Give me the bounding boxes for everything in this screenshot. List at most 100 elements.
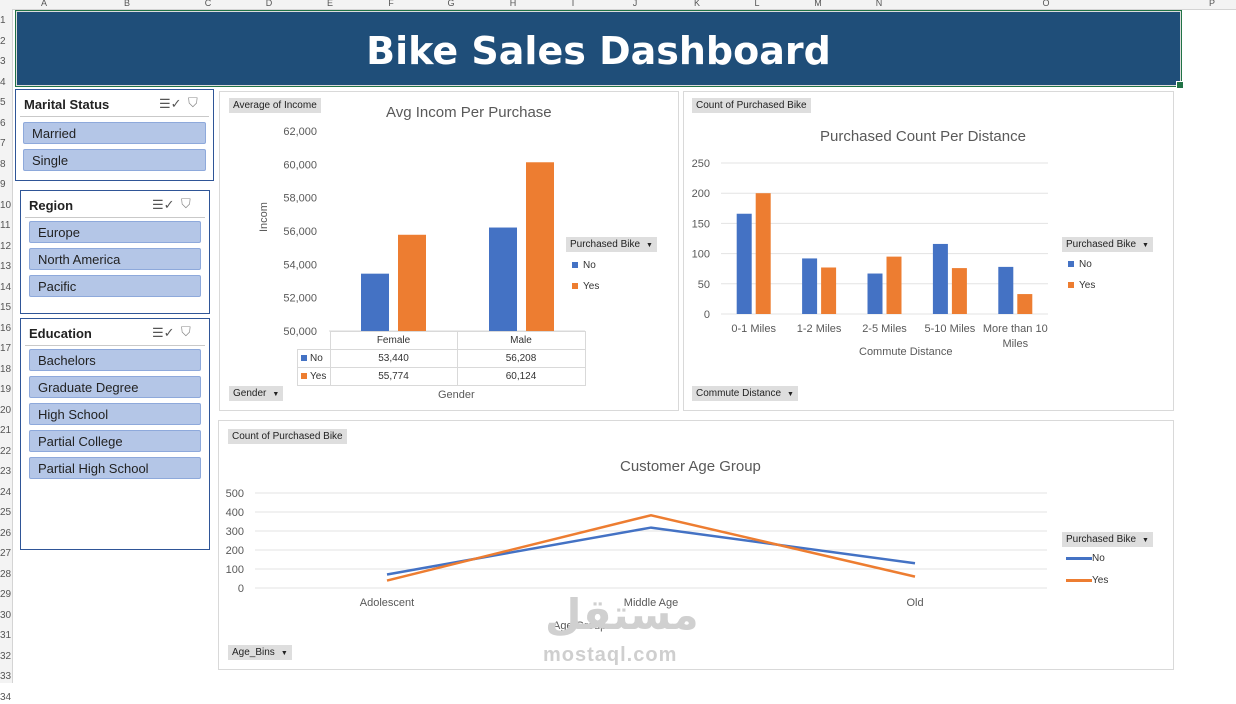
row-label[interactable]: 17	[0, 343, 12, 354]
column-label[interactable]: G	[447, 0, 455, 8]
series-line-yes	[386, 513, 916, 582]
column-label[interactable]: P	[1208, 0, 1216, 8]
education-slicer[interactable]: Education ☰✓ ⛉ Bachelors Graduate Degree…	[20, 318, 210, 550]
row-label[interactable]: 10	[0, 199, 12, 211]
dropdown-icon[interactable]: ▼	[1142, 537, 1149, 544]
legend-field-button[interactable]: Purchased Bike ▼	[566, 237, 657, 252]
multi-select-icon[interactable]: ☰✓	[152, 197, 175, 212]
row-label[interactable]: 2	[0, 35, 6, 47]
x-axis-label: Age Group	[553, 620, 607, 632]
column-label[interactable]: I	[571, 0, 575, 8]
row-label[interactable]: 12	[0, 240, 12, 252]
row-label[interactable]: 6	[0, 117, 6, 129]
column-label[interactable]: M	[814, 0, 822, 8]
dropdown-icon[interactable]: ▼	[1142, 242, 1149, 249]
dropdown-icon[interactable]: ▼	[280, 650, 288, 657]
slicer-item-married[interactable]: Married	[23, 122, 206, 144]
slicer-item-europe[interactable]: Europe	[29, 221, 201, 243]
slicer-item-graduate-degree[interactable]: Graduate Degree	[29, 376, 201, 398]
dropdown-icon[interactable]: ▼	[787, 391, 794, 398]
marital-status-slicer[interactable]: Marital Status ☰✓ ⛉ Married Single	[15, 89, 214, 181]
row-label[interactable]: 22	[0, 445, 12, 457]
row-label[interactable]: 4	[0, 76, 6, 88]
column-label[interactable]: C	[204, 0, 212, 8]
row-label[interactable]: 32	[0, 650, 12, 662]
column-label[interactable]: L	[754, 0, 760, 8]
slicer-item-pacific[interactable]: Pacific	[29, 275, 201, 297]
axis-field-button[interactable]: Age_Bins ▼	[228, 645, 292, 660]
y-tick-label: 56,000	[283, 226, 317, 238]
row-label[interactable]: 8	[0, 158, 6, 170]
row-label[interactable]: 18	[0, 363, 12, 375]
row-label[interactable]: 19	[0, 384, 12, 395]
column-label[interactable]: F	[388, 0, 394, 8]
row-label[interactable]: 25	[0, 507, 12, 518]
row-label[interactable]: 33	[0, 671, 12, 682]
multi-select-icon[interactable]: ☰✓	[159, 96, 182, 111]
row-label[interactable]: 7	[0, 138, 6, 149]
row-label[interactable]: 16	[0, 322, 12, 334]
data-table: Female Male No 53,440 56,208 Yes 55,774 60,12…	[297, 331, 586, 386]
row-label[interactable]: 30	[0, 609, 12, 621]
legend-field-button[interactable]: Purchased Bike ▼	[1062, 532, 1153, 547]
axis-field-button[interactable]: Commute Distance ▼	[692, 386, 798, 401]
column-label[interactable]: E	[326, 0, 334, 8]
row-label[interactable]: 34	[0, 691, 12, 703]
row-label[interactable]: 21	[0, 425, 12, 436]
row-label[interactable]: 1	[0, 15, 6, 26]
clear-filter-icon[interactable]: ⛉	[181, 196, 191, 211]
axis-field-button[interactable]: Gender ▼	[229, 386, 284, 401]
column-label[interactable]: N	[875, 0, 883, 8]
column-label[interactable]: H	[509, 0, 517, 8]
row-label[interactable]: 26	[0, 527, 12, 539]
dropdown-icon[interactable]: ▼	[646, 242, 653, 249]
value-field-button[interactable]: Count of Purchased Bike	[228, 429, 347, 444]
slicer-item-single[interactable]: Single	[23, 149, 206, 171]
slicer-item-partial-high-school[interactable]: Partial High School	[29, 457, 201, 479]
dropdown-icon[interactable]: ▼	[272, 391, 280, 398]
distance-bar-chart: 0 50 100 150 200 250 0-1 Miles 1-2 Miles 2-5 Mil…	[692, 158, 1048, 350]
column-label[interactable]: O	[1042, 0, 1050, 8]
x-tick-label: Miles	[1002, 338, 1028, 350]
legend-field-button[interactable]: Purchased Bike ▼	[1062, 237, 1153, 252]
row-label[interactable]: 27	[0, 548, 12, 559]
dashboard-banner[interactable]: Bike Sales Dashboard	[15, 10, 1184, 89]
slicer-item-north-america[interactable]: North America	[29, 248, 201, 270]
clear-filter-icon[interactable]: ⛉	[181, 324, 191, 339]
clear-filter-icon[interactable]: ⛉	[188, 95, 198, 110]
multi-select-icon[interactable]: ☰✓	[152, 325, 175, 340]
column-label[interactable]: K	[693, 0, 701, 8]
column-label[interactable]: J	[632, 0, 638, 8]
row-label[interactable]: 14	[0, 281, 12, 293]
slicer-item-bachelors[interactable]: Bachelors	[29, 349, 201, 371]
row-label[interactable]: 13	[0, 261, 12, 272]
column-label[interactable]: B	[123, 0, 131, 8]
column-label[interactable]: A	[40, 0, 48, 8]
value-field-button[interactable]: Average of Income	[229, 98, 321, 113]
slicer-item-high-school[interactable]: High School	[29, 403, 201, 425]
row-label[interactable]: 11	[0, 220, 11, 231]
selection-handle[interactable]	[1176, 81, 1184, 89]
row-label[interactable]: 23	[0, 466, 12, 477]
legend-no: No	[572, 260, 596, 271]
series-line-no	[386, 526, 916, 576]
income-chart-panel[interactable]: Average of Income Gender ▼ Purchased Bike…	[219, 91, 679, 411]
y-tick-label: 400	[226, 507, 244, 519]
row-label[interactable]: 15	[0, 302, 12, 313]
slicer-item-partial-college[interactable]: Partial College	[29, 430, 201, 452]
row-label[interactable]: 31	[0, 630, 12, 641]
row-label[interactable]: 3	[0, 56, 6, 67]
row-label[interactable]: 20	[0, 404, 12, 416]
y-tick-label: 52,000	[283, 293, 317, 305]
region-slicer[interactable]: Region ☰✓ ⛉ Europe North America Pacific	[20, 190, 210, 314]
column-label[interactable]: D	[265, 0, 273, 8]
y-axis-label: Incom	[258, 202, 270, 232]
row-label[interactable]: 9	[0, 179, 6, 190]
value-field-button[interactable]: Count of Purchased Bike	[692, 98, 811, 113]
row-label[interactable]: 28	[0, 568, 12, 580]
row-label[interactable]: 24	[0, 486, 12, 498]
y-tick-label: 58,000	[283, 193, 317, 205]
row-label[interactable]: 29	[0, 589, 12, 600]
row-label[interactable]: 5	[0, 97, 6, 108]
age-chart-panel[interactable]: Count of Purchased Bike Age_Bins ▼ Custom…	[218, 420, 1174, 670]
